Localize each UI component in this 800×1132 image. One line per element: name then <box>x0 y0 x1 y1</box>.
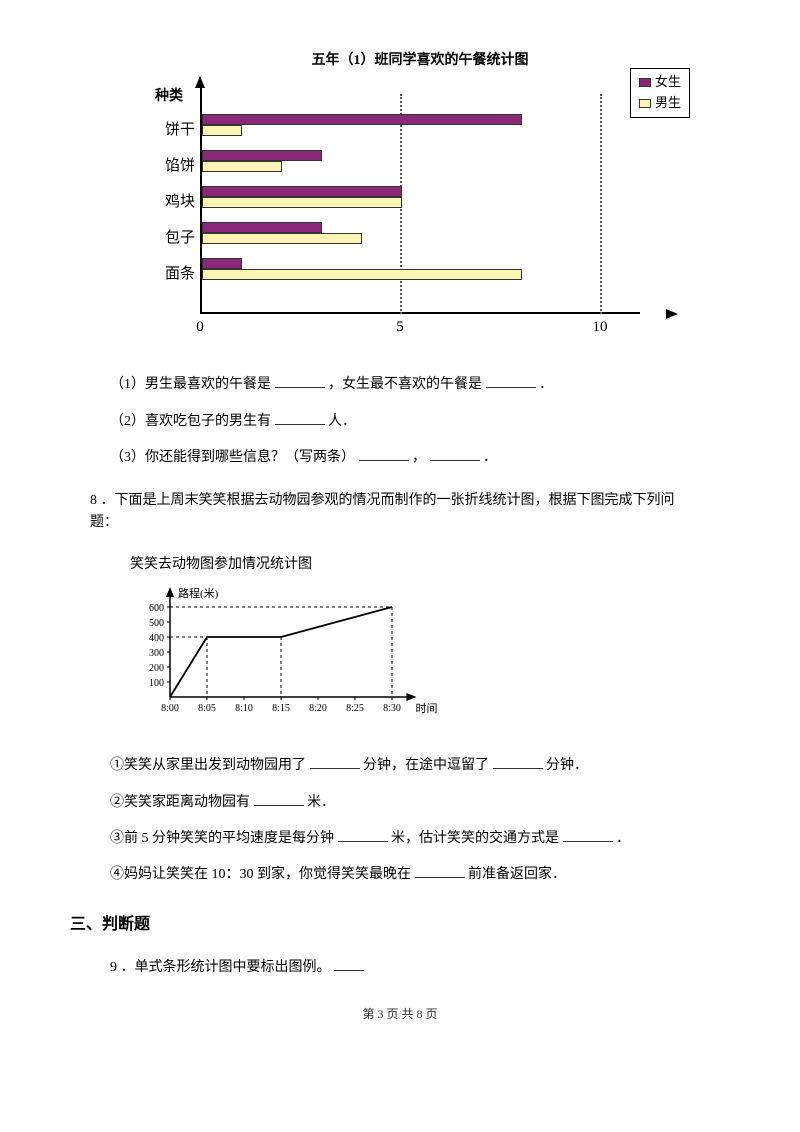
chart2-title: 笑笑去动物图参加情况统计图 <box>130 554 450 576</box>
q9-t1: 9 ．单式条形统计图中要标出图例。 <box>110 960 331 975</box>
x-axis <box>200 312 640 314</box>
chart1-y-label: 种类 <box>155 86 183 108</box>
q3-t3: ． <box>483 450 497 465</box>
q3-blank2[interactable] <box>430 447 480 461</box>
q1-t2: ，女生最不喜欢的午餐是 <box>328 377 482 392</box>
bar-男生 <box>202 161 282 172</box>
chart2-questions: ①笑笑从家里出发到动物园用了 分钟，在途中逗留了 分钟． ②笑笑家距离动物园有 … <box>110 755 690 887</box>
bar-女生 <box>202 114 522 125</box>
svg-text:600: 600 <box>149 603 164 614</box>
q3-line: （3）你还能得到哪些信息？（写两条） ， ． <box>110 447 690 469</box>
bar-女生 <box>202 222 322 233</box>
q1-t1: （1）男生最喜欢的午餐是 <box>110 377 271 392</box>
svg-text:200: 200 <box>149 663 164 674</box>
x-tick-label: 5 <box>396 315 404 339</box>
q1-line: （1）男生最喜欢的午餐是 ，女生最不喜欢的午餐是 ． <box>110 374 690 396</box>
svg-text:500: 500 <box>149 618 164 629</box>
svg-text:8:25: 8:25 <box>346 703 364 714</box>
svg-text:8:05: 8:05 <box>198 703 216 714</box>
q8-1-t1: ①笑笑从家里出发到动物园用了 <box>110 758 306 773</box>
q8-4: ④妈妈让笑笑在 10：30 到家，你觉得笑笑最晚在 前准备返回家． <box>110 864 690 886</box>
svg-text:100: 100 <box>149 678 164 689</box>
q8-1-blank1[interactable] <box>310 755 360 769</box>
bar-男生 <box>202 233 362 244</box>
svg-text:8:10: 8:10 <box>235 703 253 714</box>
chart1-container: 五年（1）班同学喜欢的午餐统计图 种类 女生 男生 0510饼干馅饼鸡块包子面条 <box>150 50 690 344</box>
q8-2-t1: ②笑笑家距离动物园有 <box>110 795 250 810</box>
svg-text:8:00: 8:00 <box>161 703 179 714</box>
cat-label: 馅饼 <box>150 154 195 178</box>
q8-1-t3: 分钟． <box>546 758 588 773</box>
bar-男生 <box>202 197 402 208</box>
bar-女生 <box>202 258 242 269</box>
q9-blank[interactable] <box>334 957 364 971</box>
q9: 9 ．单式条形统计图中要标出图例。 <box>110 957 690 979</box>
q9-block: 9 ．单式条形统计图中要标出图例。 <box>110 957 690 979</box>
chart2-svg: 路程(米) 时间 100 200 300 400 500 600 8:00 8:05 8:10 8:1… <box>130 582 450 727</box>
svg-text:400: 400 <box>149 633 164 644</box>
chart2-container: 笑笑去动物图参加情况统计图 路程(米) 时间 100 200 300 400 500 600 8… <box>130 554 450 735</box>
q8-4-t1: ④妈妈让笑笑在 10：30 到家，你觉得笑笑最晚在 <box>110 867 411 882</box>
svg-text:路程(米): 路程(米) <box>178 587 219 600</box>
cat-label: 面条 <box>150 262 195 286</box>
q2-t2: 人． <box>328 414 356 429</box>
grid-line <box>600 94 602 314</box>
svg-text:300: 300 <box>149 648 164 659</box>
page-footer: 第 3 页 共 8 页 <box>50 1005 750 1024</box>
svg-text:8:15: 8:15 <box>272 703 290 714</box>
q8-1-t2: 分钟，在途中逗留了 <box>363 758 489 773</box>
q3-t1: （3）你还能得到哪些信息？（写两条） <box>110 450 355 465</box>
q8-3-t2: 米，估计笑笑的交通方式是 <box>391 831 559 846</box>
q8-3-t1: ③前 5 分钟笑笑的平均速度是每分钟 <box>110 831 334 846</box>
q8-2: ②笑笑家距离动物园有 米． <box>110 792 690 814</box>
q1-blank1[interactable] <box>275 374 325 388</box>
section3-heading: 三、判断题 <box>70 912 730 938</box>
q8-intro: 8 ．下面是上周末笑笑根据去动物园参观的情况而制作的一张折线统计图，根据下图完成… <box>90 490 690 535</box>
q8-3-blank1[interactable] <box>338 828 388 842</box>
q8-2-blank[interactable] <box>254 792 304 806</box>
q2-line: （2）喜欢吃包子的男生有 人． <box>110 411 690 433</box>
x-tick-label: 0 <box>196 315 204 339</box>
bar-女生 <box>202 150 322 161</box>
q3-blank1[interactable] <box>359 447 409 461</box>
q2-blank[interactable] <box>275 411 325 425</box>
svg-text:时间: 时间 <box>416 702 438 715</box>
x-axis-arrow-icon <box>666 309 678 319</box>
q8-1: ①笑笑从家里出发到动物园用了 分钟，在途中逗留了 分钟． <box>110 755 690 777</box>
q8-1-blank2[interactable] <box>493 755 543 769</box>
chart1-plot: 0510饼干馅饼鸡块包子面条 <box>200 84 670 344</box>
bar-女生 <box>202 186 402 197</box>
cat-label: 包子 <box>150 226 195 250</box>
y-axis-arrow-icon <box>195 76 205 88</box>
chart1-title: 五年（1）班同学喜欢的午餐统计图 <box>150 50 690 72</box>
q8-2-t2: 米． <box>307 795 335 810</box>
q3-t2: ， <box>412 450 426 465</box>
svg-text:8:20: 8:20 <box>309 703 327 714</box>
bar-男生 <box>202 269 522 280</box>
cat-label: 鸡块 <box>150 190 195 214</box>
svg-text:8:30: 8:30 <box>383 703 401 714</box>
chart1-questions: （1）男生最喜欢的午餐是 ，女生最不喜欢的午餐是 ． （2）喜欢吃包子的男生有 … <box>110 374 690 469</box>
q8-3-t3: ． <box>616 831 630 846</box>
q2-t1: （2）喜欢吃包子的男生有 <box>110 414 271 429</box>
bar-男生 <box>202 125 242 136</box>
q1-t3: ． <box>539 377 553 392</box>
q8-intro-block: 8 ．下面是上周末笑笑根据去动物园参观的情况而制作的一张折线统计图，根据下图完成… <box>90 490 690 535</box>
q8-4-t2: 前准备返回家． <box>468 867 566 882</box>
q8-3-blank2[interactable] <box>563 828 613 842</box>
q8-4-blank[interactable] <box>415 864 465 878</box>
cat-label: 饼干 <box>150 118 195 142</box>
q8-3: ③前 5 分钟笑笑的平均速度是每分钟 米，估计笑笑的交通方式是 ． <box>110 828 690 850</box>
x-tick-label: 10 <box>593 315 608 339</box>
q1-blank2[interactable] <box>486 374 536 388</box>
